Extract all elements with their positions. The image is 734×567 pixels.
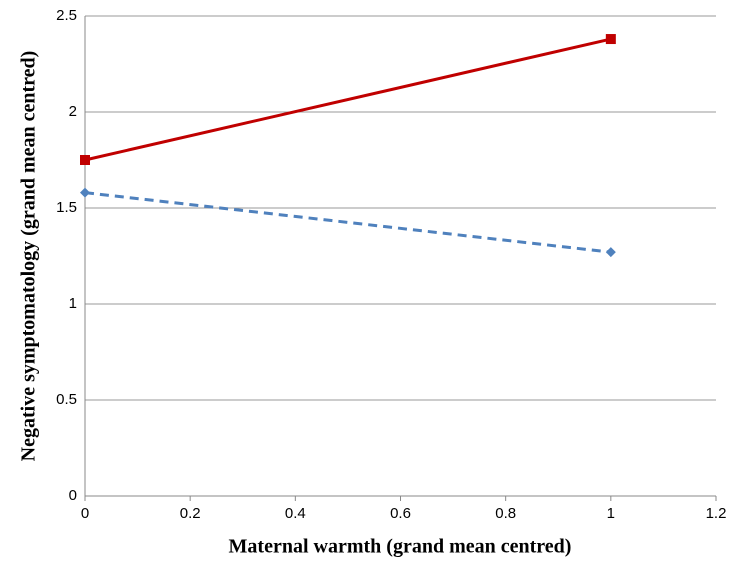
- series-line: [84, 37, 612, 162]
- x-axis-title: Maternal warmth (grand mean centred): [229, 536, 572, 558]
- marker: [605, 34, 616, 45]
- marker: [605, 247, 616, 258]
- y-tick-label: 2: [69, 103, 77, 120]
- x-tick-label: 0.6: [390, 505, 411, 522]
- series-line: [84, 191, 612, 254]
- x-tick-label: 1: [607, 505, 615, 522]
- x-tick-label: 0.2: [180, 505, 201, 522]
- y-tick-label: 1.5: [56, 199, 77, 216]
- y-tick-label: 1: [69, 295, 77, 312]
- y-tick-label: 2.5: [56, 7, 77, 24]
- y-tick-label: 0.5: [56, 391, 77, 408]
- y-axis-title: Negative symptomatology (grand mean cent…: [18, 51, 40, 462]
- x-tick-label: 0.4: [285, 505, 306, 522]
- y-tick-label: 0: [69, 487, 77, 504]
- marker: [80, 187, 90, 198]
- x-tick-label: 1.2: [706, 505, 727, 522]
- marker: [80, 155, 90, 165]
- x-tick-label: 0: [81, 505, 89, 522]
- x-tick-label: 0.8: [495, 505, 516, 522]
